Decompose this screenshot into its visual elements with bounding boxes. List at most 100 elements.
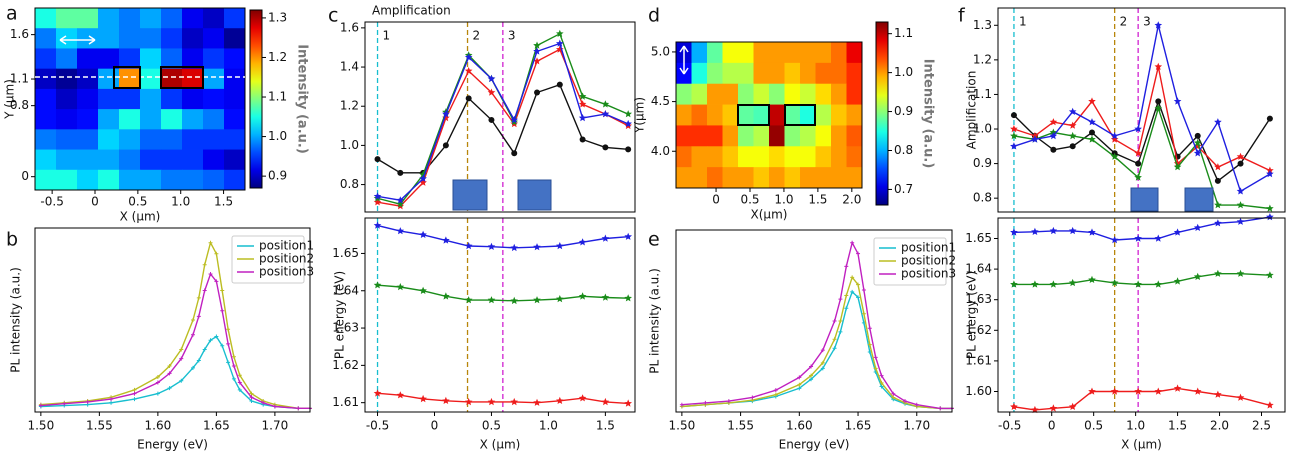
series-line [1013,273,1270,286]
heat-cell [831,146,847,168]
heat-cell [224,68,246,90]
heat-cell [77,149,99,171]
data-point [1088,118,1096,126]
heat-cell [35,109,57,130]
heat-cell [738,83,754,105]
data-point [1266,271,1274,279]
data-point [1236,393,1245,401]
data-point [601,293,610,301]
data-point [220,288,225,293]
heat-cell [815,146,832,168]
data-point [1134,149,1142,157]
data-point [1068,278,1077,287]
x-tick-label: 1.50 [27,419,54,433]
data-point [396,283,405,291]
heat-cell [182,109,204,130]
heat-cell [77,169,99,191]
x-tick-label: 1.0 [774,193,793,207]
data-point [624,119,632,128]
heat-cell [35,68,57,90]
heat-cell [800,167,816,189]
structure-block [1130,187,1159,212]
polarization-arrow [59,35,96,45]
data-point [1134,173,1142,181]
heat-cell [707,104,723,126]
heat-cell [224,169,246,191]
data-point [109,397,114,402]
x-tick-label: 1.70 [262,419,289,433]
data-point [1266,401,1274,409]
heat-cell [800,125,816,147]
heat-cell [784,83,801,105]
x-tick-label: 0 [91,195,99,209]
legend-label: position3 [259,265,314,279]
colorbar-tick-label: 1.3 [268,10,287,24]
heat-cell [224,129,246,150]
heat-cell [77,129,99,150]
data-point [1193,138,1202,147]
data-point [1010,402,1018,410]
plot-frame [34,7,246,191]
plot-frame [364,217,636,413]
data-point [237,380,242,385]
data-point [624,232,632,240]
data-point [534,89,541,96]
x-tick-label: 1.0 [171,195,190,209]
data-point [850,275,855,280]
heat-cell [98,129,120,150]
heat-cell [119,48,141,70]
heat-cell [815,42,832,64]
x-tick-label: 2.5 [1252,419,1271,433]
heat-cell [140,88,162,110]
y-tick-label: 1.63 [965,292,992,306]
heat-cell [815,167,832,189]
heat-cell [753,167,770,189]
data-point [1088,387,1096,395]
x-tick-label: 1.5 [808,193,827,207]
panel-label: e [648,229,660,251]
series-line [377,224,629,249]
data-point [726,399,731,404]
heat-cell [203,88,225,110]
data-point [1154,280,1163,288]
heat-cell [161,88,183,110]
data-point [202,262,207,267]
heat-cell [119,169,141,191]
data-point [419,174,427,182]
heat-cell [98,169,120,191]
x-axis-label: X(μm) [751,208,788,222]
data-point [1214,390,1222,398]
data-point [1236,187,1245,195]
series-line [377,42,629,201]
data-point [820,366,825,371]
data-point [1193,223,1202,231]
data-point [1173,277,1182,285]
data-point [578,292,587,300]
heat-cell [140,68,162,90]
x-tick-label: 1.55 [727,419,754,433]
x-tick-label: 0.5 [740,193,759,207]
heat-cell [203,8,225,29]
heat-cell [800,42,816,64]
heat-cell [831,42,847,64]
heat-cell [784,62,801,85]
heat-cell [161,129,183,150]
structure-block [452,179,488,211]
data-point [214,334,219,339]
heat-cell [753,83,770,105]
data-point [155,375,160,380]
data-point [1266,204,1274,212]
data-point [202,288,207,293]
x-tick-label: 2.0 [842,193,861,207]
data-point [1155,98,1162,105]
x-tick-label: 2.0 [1210,419,1229,433]
data-point [231,354,236,359]
panel-label: d [648,5,660,27]
data-point [578,394,587,402]
data-point [397,169,404,176]
data-point [1194,132,1201,139]
data-point [1236,201,1245,209]
data-point [578,114,587,122]
heat-cell [77,88,99,110]
